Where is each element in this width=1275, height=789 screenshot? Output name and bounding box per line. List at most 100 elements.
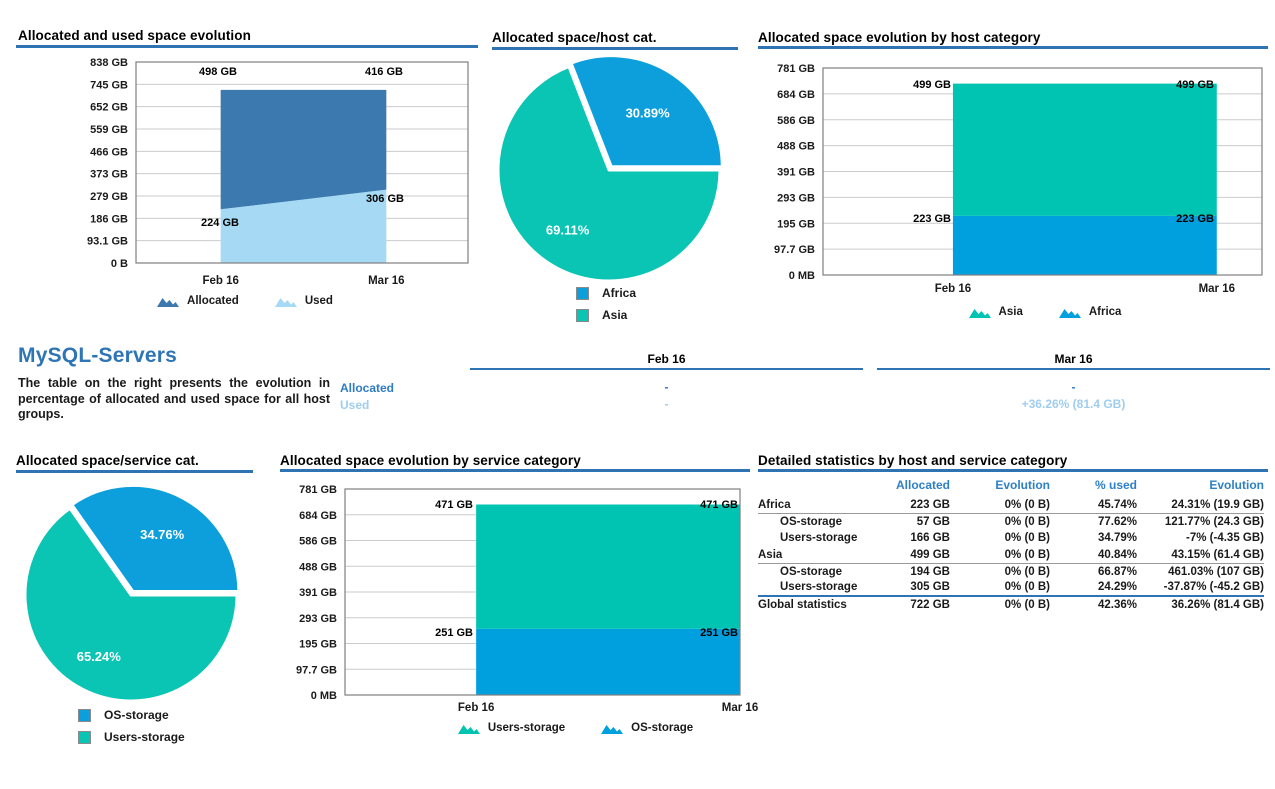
table-row-group: Global statistics 722 GB 0% (0 B) 42.36% 36.… <box>758 595 1264 613</box>
svg-text:499 GB: 499 GB <box>913 79 951 91</box>
mysql-servers-section: MySQL-Servers The table on the right pre… <box>18 344 338 423</box>
legend-item: Africa <box>576 286 636 300</box>
chart-legend: Asia Africa <box>815 306 1275 318</box>
stat-cell: 305 GB <box>910 581 950 594</box>
mountain-icon <box>457 725 480 734</box>
chart-title: Allocated space evolution by service cat… <box>280 453 581 468</box>
stat-cell: 24.31% (19.9 GB) <box>1137 497 1264 514</box>
svg-text:93.1 GB: 93.1 GB <box>87 236 128 248</box>
row-label: OS-storage <box>780 565 842 578</box>
svg-text:195 GB: 195 GB <box>299 639 337 651</box>
svg-text:293 GB: 293 GB <box>299 613 337 625</box>
title-underline <box>16 470 253 473</box>
chart-legend: Users-storage OS-storage <box>392 722 759 734</box>
legend-label: Allocated <box>187 295 239 307</box>
legend-label: Africa <box>602 286 637 300</box>
chart-title: Allocated space evolution by host catego… <box>758 30 1041 45</box>
stat-cell: 34.79% <box>1097 532 1137 545</box>
header-allocated: Allocated <box>895 478 950 492</box>
title-underline <box>16 45 478 48</box>
row-label-allocated: Allocated <box>340 381 395 395</box>
cell-allocated-mar16: - <box>1071 380 1076 394</box>
stat-cell: 0% (0 B) <box>1004 516 1050 528</box>
legend-label: OS-storage <box>104 708 169 722</box>
svg-text:684 GB: 684 GB <box>299 510 337 522</box>
legend-item: Allocated <box>157 295 239 307</box>
stat-cell: -7% (-4.35 GB) <box>1186 532 1264 545</box>
title-underline <box>758 469 1268 472</box>
legend-label: OS-storage <box>631 722 694 734</box>
cell-used-mar16: +36.26% (81.4 GB) <box>1021 397 1126 411</box>
row-label-used: Used <box>340 398 370 412</box>
legend-label: Asia <box>602 308 628 322</box>
detailed-statistics-table: Detailed statistics by host and service … <box>758 450 1270 613</box>
stat-cell: 166 GB <box>910 532 950 545</box>
svg-text:69.11%: 69.11% <box>546 222 590 237</box>
legend-label: Asia <box>998 306 1023 318</box>
stat-cell: 223 GB <box>876 497 950 514</box>
legend-swatch <box>78 708 91 722</box>
stat-cell: 461.03% (107 GB) <box>1168 565 1264 578</box>
svg-text:498 GB: 498 GB <box>199 66 237 78</box>
chart-allocated-space-host-cat: Allocated space/host cat. 30.89% 69.11% A… <box>480 28 742 328</box>
legend-swatch <box>576 286 589 300</box>
svg-text:499 GB: 499 GB <box>1176 79 1214 91</box>
area-chart-svg: 781 GB 684 GB 586 GB 488 GB 391 GB 293 GB 195 … <box>774 63 1263 295</box>
chart-allocated-used-evolution: Allocated and used space evolution 838 G… <box>10 28 480 320</box>
svg-text:97.7 GB: 97.7 GB <box>296 664 337 676</box>
svg-text:488 GB: 488 GB <box>299 561 337 573</box>
stat-cell: 40.84% <box>1050 546 1137 564</box>
header-row: Allocated Evolution % used Evolution <box>758 478 1264 497</box>
cell-used-feb16: - <box>664 397 669 411</box>
legend-item: Asia <box>576 308 636 322</box>
title-underline <box>758 46 1268 49</box>
stat-cell: 36.26% (81.4 GB) <box>1137 595 1264 613</box>
svg-text:781 GB: 781 GB <box>299 484 337 496</box>
svg-text:293 GB: 293 GB <box>777 192 815 204</box>
stat-cell: 42.36% <box>1050 595 1137 613</box>
stat-cell: 499 GB <box>876 546 950 564</box>
chart-allocated-evolution-host-category: Allocated space evolution by host catego… <box>755 28 1275 328</box>
chart-title: Allocated space/service cat. <box>16 453 199 468</box>
svg-text:Feb 16: Feb 16 <box>202 275 238 287</box>
header-empty <box>758 478 876 497</box>
legend-item: Users-storage <box>457 722 565 734</box>
section-heading: MySQL-Servers <box>18 344 178 367</box>
stat-cell: 0% (0 B) <box>1004 532 1050 545</box>
svg-text:251 GB: 251 GB <box>435 627 473 639</box>
svg-text:195 GB: 195 GB <box>777 218 815 230</box>
legend-label: Africa <box>1088 306 1122 318</box>
chart-legend: OS-storage Users-storage <box>78 708 185 744</box>
mountain-icon <box>968 309 991 318</box>
stat-cell: 77.62% <box>1097 516 1137 528</box>
svg-text:306 GB: 306 GB <box>366 193 404 205</box>
header-pct-used: % used <box>1094 478 1137 492</box>
svg-text:223 GB: 223 GB <box>913 213 951 225</box>
stat-cell: 0% (0 B) <box>1004 581 1050 594</box>
chart-title: Allocated space/host cat. <box>492 30 657 45</box>
svg-text:652 GB: 652 GB <box>90 102 128 114</box>
stat-cell: 722 GB <box>876 595 950 613</box>
stat-cell: 57 GB <box>916 516 950 528</box>
svg-text:0 B: 0 B <box>111 258 128 270</box>
stat-cell: 24.29% <box>1097 581 1137 594</box>
mountain-icon <box>274 298 297 307</box>
table-title: Detailed statistics by host and service … <box>758 453 1068 468</box>
mountain-icon <box>601 725 624 734</box>
svg-text:223 GB: 223 GB <box>1176 213 1214 225</box>
legend-label: Used <box>304 295 333 307</box>
statistics-grid: Allocated Evolution % used Evolution Afr… <box>758 478 1264 613</box>
svg-text:Mar 16: Mar 16 <box>368 275 404 287</box>
legend-item: OS-storage <box>78 708 185 722</box>
svg-text:586 GB: 586 GB <box>299 536 337 548</box>
row-label: Africa <box>758 497 876 514</box>
svg-text:224 GB: 224 GB <box>201 217 239 229</box>
table-row-group: Asia 499 GB 0% (0 B) 40.84% 43.15% (61.4 GB) <box>758 546 1264 564</box>
legend-item: OS-storage <box>601 722 693 734</box>
stat-cell: 0% (0 B) <box>1004 565 1050 578</box>
legend-item: Africa <box>1058 306 1122 318</box>
stat-cell: 194 GB <box>910 565 950 578</box>
title-underline <box>492 47 738 50</box>
pie-chart-svg: 34.76% 65.24% <box>23 484 241 703</box>
